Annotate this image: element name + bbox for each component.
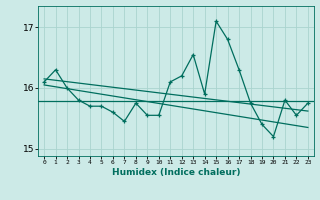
X-axis label: Humidex (Indice chaleur): Humidex (Indice chaleur)	[112, 168, 240, 177]
